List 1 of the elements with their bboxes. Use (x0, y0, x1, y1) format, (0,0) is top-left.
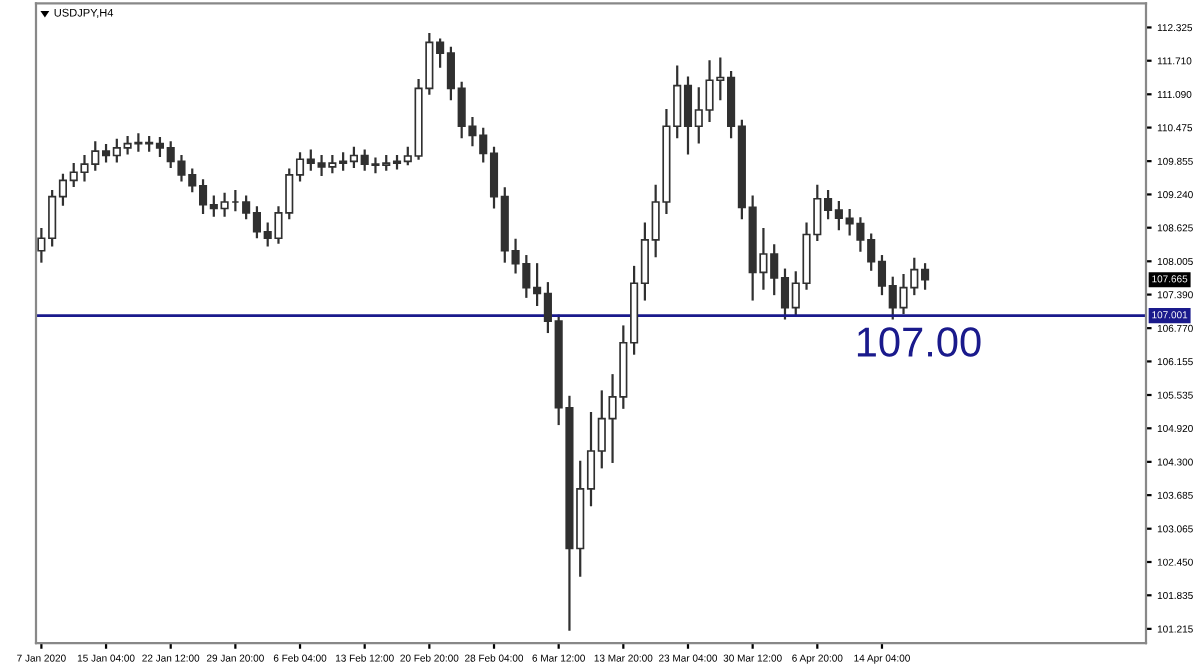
annotation: 107.00 (857, 327, 981, 357)
